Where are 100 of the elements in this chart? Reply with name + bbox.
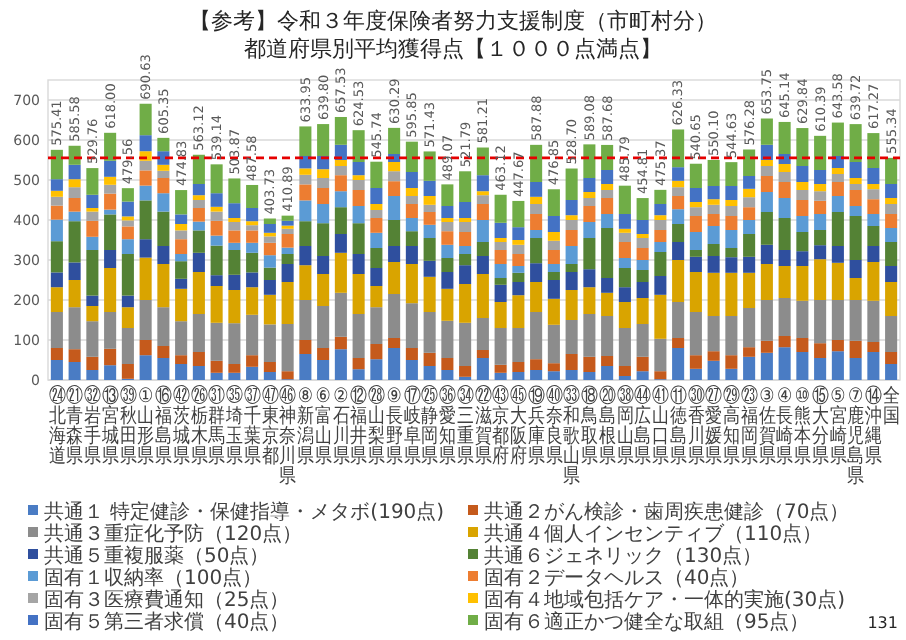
bar bbox=[547, 371, 560, 380]
bar bbox=[530, 230, 543, 238]
bar bbox=[352, 274, 365, 314]
bar bbox=[885, 198, 898, 204]
bar bbox=[459, 202, 472, 218]
bar bbox=[814, 245, 827, 260]
bar bbox=[370, 286, 383, 308]
bar bbox=[405, 218, 418, 232]
bar bbox=[441, 358, 454, 370]
bar bbox=[139, 185, 152, 201]
bar bbox=[778, 250, 791, 266]
bar bbox=[760, 212, 773, 245]
bar bbox=[370, 204, 383, 210]
bar bbox=[210, 245, 223, 276]
x-tick-label: ⑳島根県 bbox=[598, 384, 616, 469]
bar bbox=[139, 300, 152, 340]
bar bbox=[210, 206, 223, 212]
bar bbox=[423, 312, 436, 353]
bar bbox=[796, 300, 809, 338]
x-tick-label: ⑧新潟県 bbox=[297, 384, 314, 469]
bar bbox=[867, 246, 880, 262]
text: 131 bbox=[867, 614, 898, 632]
bar bbox=[157, 178, 170, 194]
bar bbox=[565, 354, 578, 370]
bar bbox=[547, 232, 560, 241]
bar bbox=[68, 211, 81, 222]
bar bbox=[618, 232, 631, 242]
bar bbox=[388, 220, 401, 246]
bar bbox=[157, 346, 170, 358]
bar bbox=[814, 191, 827, 201]
bar bbox=[423, 204, 436, 212]
bar bbox=[689, 216, 702, 232]
bar bbox=[423, 180, 436, 196]
bar bbox=[725, 272, 738, 316]
bar bbox=[281, 264, 294, 282]
bar bbox=[583, 314, 596, 357]
bar bbox=[601, 366, 614, 380]
bar bbox=[689, 202, 702, 208]
bar bbox=[441, 370, 454, 380]
bar bbox=[210, 193, 223, 207]
bar bbox=[760, 244, 773, 264]
bar bbox=[547, 363, 560, 372]
bar bbox=[618, 268, 631, 288]
bar bbox=[583, 206, 596, 222]
bar bbox=[672, 224, 685, 242]
bar bbox=[104, 365, 117, 380]
bar bbox=[388, 181, 401, 196]
bar bbox=[68, 221, 81, 263]
bar bbox=[796, 338, 809, 352]
x-tick-label: ⑫福井県 bbox=[350, 384, 367, 469]
legend-item: 固有５第三者求償（40点） bbox=[28, 612, 290, 634]
bar bbox=[547, 298, 560, 325]
bar bbox=[743, 308, 756, 348]
bar bbox=[760, 300, 773, 341]
bar bbox=[50, 190, 63, 197]
bar bbox=[565, 272, 578, 290]
bar bbox=[334, 349, 347, 380]
bar bbox=[672, 302, 685, 338]
bar bbox=[778, 121, 791, 154]
bar bbox=[654, 242, 667, 252]
x-tick-label: ⑩熊本県 bbox=[794, 384, 811, 469]
bar bbox=[50, 196, 63, 206]
bar bbox=[175, 224, 188, 231]
bar bbox=[228, 250, 241, 275]
bar bbox=[210, 360, 223, 373]
bar bbox=[494, 222, 507, 238]
bar bbox=[530, 196, 543, 204]
bar bbox=[601, 198, 614, 214]
bar bbox=[441, 244, 454, 258]
x-tick-label: ⑭沖縄県 bbox=[863, 384, 882, 469]
bar bbox=[86, 295, 99, 306]
bar bbox=[476, 274, 489, 318]
bar bbox=[547, 280, 560, 299]
bar bbox=[192, 184, 205, 196]
bar bbox=[86, 194, 99, 208]
bar bbox=[494, 372, 507, 380]
bar bbox=[689, 232, 702, 250]
bar bbox=[565, 264, 578, 272]
x-tick-label: ㉟埼玉県 bbox=[224, 384, 243, 469]
x-tick-label: ㉕静岡県 bbox=[421, 384, 438, 469]
bar bbox=[689, 250, 702, 257]
bar bbox=[618, 185, 631, 214]
bar bbox=[867, 133, 880, 168]
bar bbox=[565, 168, 578, 200]
bar bbox=[636, 356, 649, 372]
bar bbox=[565, 200, 578, 216]
bar bbox=[228, 274, 241, 290]
bar bbox=[50, 149, 63, 180]
bar bbox=[246, 252, 259, 273]
bar bbox=[459, 265, 472, 284]
bar bbox=[68, 164, 81, 180]
bar bbox=[86, 250, 99, 296]
bar bbox=[601, 278, 614, 293]
x-tick-label: ㊶山口県 bbox=[652, 384, 669, 469]
bar bbox=[796, 182, 809, 190]
x-tick-label: ⑪徳島県 bbox=[669, 384, 687, 469]
x-tick-label: ⑱鳥取県 bbox=[579, 384, 598, 469]
x-tick-label: ㉛群馬県 bbox=[206, 384, 225, 469]
bar bbox=[210, 220, 223, 236]
bar bbox=[707, 316, 720, 352]
